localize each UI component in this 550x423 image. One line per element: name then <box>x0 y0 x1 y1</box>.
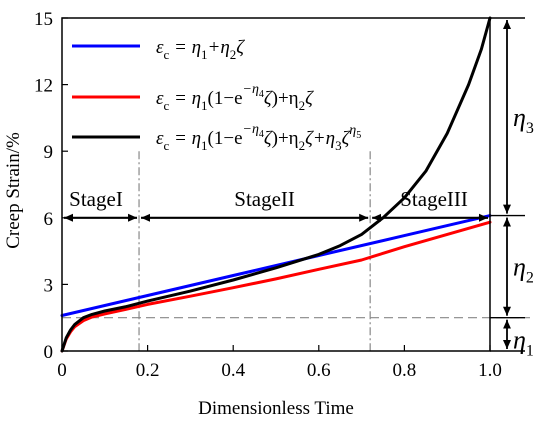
stage-label-1: StageI <box>69 187 123 211</box>
eta-symbol: η <box>513 103 526 132</box>
legend-zeta: ζ <box>236 37 245 58</box>
y-tick-label-4: 12 <box>34 76 53 97</box>
legend-eta: )+η <box>272 88 299 109</box>
series-line-3 <box>60 16 492 353</box>
legend-sup: −η <box>243 82 259 97</box>
x-axis-title: Dimensionless Time <box>198 398 354 419</box>
legend-sub: 2 <box>299 138 306 153</box>
eta-label-3: η1 <box>513 325 534 359</box>
legend-label-2: εc = η1(1−e−η4ζ)+η2ζ <box>156 82 314 113</box>
y-tick-label-3: 9 <box>44 142 54 163</box>
x-tick-label-0: 0 <box>57 360 67 381</box>
legend-eta: = η <box>169 88 201 109</box>
legend-sup-sub: 4 <box>259 129 264 140</box>
eta-label-2: η2 <box>513 253 534 287</box>
y-axis-title: Creep Strain/% <box>3 132 24 249</box>
legend-sub: 1 <box>201 138 208 153</box>
series-line-1 <box>60 214 492 317</box>
x-tick-label-1: 0.2 <box>136 360 160 381</box>
y-tick-label-5: 15 <box>34 9 53 30</box>
legend-sup: −η <box>243 122 259 137</box>
legend-epsilon: ε <box>156 128 164 149</box>
legend-epsilon: ε <box>156 37 164 58</box>
legend-sup: η <box>349 123 356 138</box>
legend-label-3: εc = η1(1−e−η4ζ)+η2ζ+η3ζη5 <box>156 122 361 153</box>
legend-sub: c <box>164 138 170 153</box>
x-tick-label-3: 0.6 <box>307 360 331 381</box>
eta-subscript: 3 <box>526 120 534 137</box>
legend-sub: 3 <box>335 138 342 153</box>
legend-sub: 2 <box>299 98 306 113</box>
plot-frame <box>61 17 491 352</box>
y-tick-label-2: 6 <box>44 209 54 230</box>
legend-eta: +η <box>208 37 230 58</box>
legend-zeta: ζ <box>342 128 351 149</box>
legend-epsilon: ε <box>156 88 164 109</box>
legend-zeta: ζ <box>264 128 273 149</box>
guide-lines <box>62 151 530 351</box>
legend-eta: )+η <box>272 128 299 149</box>
legend-sup-sub: 4 <box>259 89 264 100</box>
stage-label-2: StageII <box>234 187 295 211</box>
y-tick-label-0: 0 <box>44 342 54 363</box>
stage-annotations: StageI StageII StageIII <box>64 187 488 222</box>
legend-eta: ζ+η <box>305 128 335 149</box>
legend-sub: 1 <box>201 47 208 62</box>
legend-sup-sub: 5 <box>356 130 361 141</box>
legend-paren: (1−e <box>208 128 243 149</box>
eta-symbol: η <box>513 325 526 354</box>
legend-paren: (1−e <box>208 88 243 109</box>
x-tick-label-5: 1.0 <box>478 360 502 381</box>
eta-label-1: η3 <box>513 103 534 137</box>
stage-label-3: StageIII <box>400 187 468 211</box>
legend-zeta: ζ <box>305 88 314 109</box>
x-tick-label-4: 0.8 <box>393 360 417 381</box>
y-tick-label-1: 3 <box>44 275 54 296</box>
legend-zeta: ζ <box>264 88 273 109</box>
data-series <box>60 16 492 353</box>
eta-symbol: η <box>513 253 526 282</box>
x-tick-label-2: 0.4 <box>221 360 245 381</box>
eta-subscript: 2 <box>526 270 534 287</box>
legend-sub: c <box>164 47 170 62</box>
legend-sub: 1 <box>201 98 208 113</box>
series-line-2 <box>60 220 492 353</box>
legend-sub: c <box>164 98 170 113</box>
legend-label-1: εc = η1+η2ζ <box>156 37 245 62</box>
eta-subscript: 1 <box>526 342 534 359</box>
legend-eta: = η <box>169 37 201 58</box>
legend-eta: = η <box>169 128 201 149</box>
legend-sub: 2 <box>230 47 237 62</box>
